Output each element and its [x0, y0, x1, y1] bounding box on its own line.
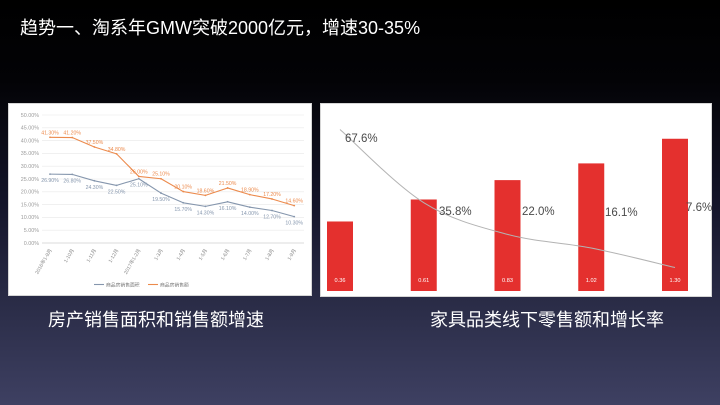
- data-label: 22.50%: [108, 189, 126, 195]
- legend-label: 商品房销售额: [160, 281, 189, 288]
- bar-value-label: 1.30: [670, 278, 681, 284]
- data-label: 34.80%: [108, 147, 126, 153]
- bar-value-label: 0.61: [418, 278, 429, 284]
- growth-label: 35.8%: [439, 206, 472, 218]
- data-point: [226, 200, 229, 203]
- data-point: [115, 184, 118, 187]
- data-label: 14.60%: [285, 199, 303, 205]
- y-tick-label: 50.00%: [21, 113, 39, 119]
- bar: [578, 163, 605, 291]
- y-tick-label: 0.00%: [24, 241, 39, 247]
- series-line: [49, 173, 295, 218]
- left-chart-caption: 房产销售面积和销售额增速: [48, 310, 264, 330]
- y-tick-label: 45.00%: [21, 126, 39, 132]
- bar-value-label: 0.36: [335, 278, 346, 284]
- line-chart: 0.00% 5.00% 10.00% 15.00% 20.00% 25.00% 30.00%…: [21, 113, 304, 288]
- x-tick-label: 1-3月: [153, 248, 164, 262]
- data-label: 15.70%: [174, 207, 192, 213]
- data-point: [49, 173, 51, 176]
- growth-line: [339, 129, 676, 269]
- data-label: 19.50%: [152, 197, 170, 203]
- data-point: [204, 205, 207, 208]
- bar: [494, 180, 521, 291]
- data-point: [248, 193, 251, 196]
- data-label: 26.90%: [41, 178, 59, 184]
- data-point: [93, 146, 96, 148]
- y-tick-label: 10.00%: [21, 215, 39, 221]
- data-label: 26.00%: [130, 169, 148, 175]
- data-point: [49, 136, 51, 139]
- x-tick-label: 1-4月: [176, 248, 187, 262]
- data-label: 24.30%: [86, 185, 104, 191]
- bar: [327, 221, 353, 291]
- y-tick-label: 5.00%: [24, 228, 39, 234]
- growth-label: 7.6%: [686, 202, 712, 214]
- data-label: 26.80%: [63, 178, 81, 184]
- data-label: 18.90%: [241, 188, 259, 194]
- data-point: [137, 177, 140, 180]
- y-tick-label: 30.00%: [21, 164, 39, 170]
- data-label: 12.70%: [263, 214, 281, 220]
- slide-title: 趋势一、淘系年GMW突破2000亿元，增速30-35%: [20, 18, 421, 38]
- legend-label: 商品房销售面积: [106, 281, 140, 288]
- data-label: 41.30%: [41, 130, 59, 136]
- data-point: [71, 136, 74, 139]
- y-tick-label: 15.00%: [21, 202, 39, 208]
- data-label: 18.60%: [197, 188, 215, 194]
- data-point: [271, 198, 273, 200]
- x-tick-label: 2016年1-9月: [33, 248, 53, 276]
- data-label: 41.20%: [63, 131, 81, 137]
- growth-label: 22.0%: [522, 206, 555, 218]
- data-point: [248, 206, 251, 209]
- data-label: 14.30%: [197, 210, 215, 216]
- data-point: [137, 175, 140, 178]
- data-label: 14.00%: [241, 211, 259, 217]
- line-chart-panel: 0.00% 5.00% 10.00% 15.00% 20.00% 25.00% 30.00%…: [8, 103, 312, 296]
- data-point: [293, 215, 296, 218]
- x-tick-label: 1-10月: [63, 248, 76, 264]
- bar-line-chart: 0.36 0.61 0.83 1.02 1.30 67.6% 35.8% 22.0% 16.1%…: [327, 129, 712, 291]
- x-tick-label: 1-5月: [198, 248, 209, 262]
- data-point: [182, 201, 185, 204]
- data-label: 16.10%: [219, 206, 237, 212]
- data-point: [93, 179, 96, 182]
- growth-label: 67.6%: [345, 133, 378, 145]
- data-point: [271, 209, 273, 212]
- data-point: [160, 177, 162, 180]
- x-tick-label: 1-6月: [220, 248, 231, 262]
- data-label: 10.30%: [285, 221, 303, 227]
- data-point: [160, 192, 162, 194]
- data-label: 25.10%: [130, 183, 148, 189]
- y-tick-label: 25.00%: [21, 177, 39, 183]
- bar-value-label: 1.02: [586, 278, 597, 284]
- bar-chart-panel: 0.36 0.61 0.83 1.02 1.30 67.6% 35.8% 22.0% 16.1%…: [320, 103, 712, 297]
- bar-value-label: 0.83: [502, 278, 513, 284]
- x-tick-label: 2017年1-2月: [122, 248, 142, 276]
- data-label: 25.10%: [152, 172, 170, 178]
- series-line: [49, 136, 295, 207]
- growth-label: 16.1%: [605, 207, 638, 219]
- y-tick-label: 40.00%: [21, 138, 39, 144]
- data-point: [226, 187, 229, 189]
- x-tick-label: 1-11月: [86, 248, 99, 264]
- data-point: [204, 194, 207, 197]
- data-point: [115, 153, 118, 155]
- data-label: 21.50%: [219, 181, 237, 187]
- data-label: 17.20%: [263, 192, 281, 198]
- data-point: [293, 204, 296, 207]
- data-label: 20.10%: [174, 185, 192, 191]
- bar: [662, 138, 688, 291]
- x-tick-label: 1-9月: [287, 248, 298, 262]
- data-point: [71, 173, 74, 176]
- y-tick-label: 20.00%: [21, 190, 39, 196]
- data-label: 37.50%: [86, 140, 104, 146]
- right-chart-caption: 家具品类线下零售额和增长率: [430, 310, 664, 330]
- x-tick-label: 1-8月: [264, 248, 275, 262]
- y-tick-label: 35.00%: [21, 151, 39, 157]
- x-tick-label: 1-7月: [242, 248, 253, 262]
- x-tick-label: 1-12月: [108, 248, 121, 264]
- data-point: [182, 190, 185, 193]
- bar: [410, 199, 437, 291]
